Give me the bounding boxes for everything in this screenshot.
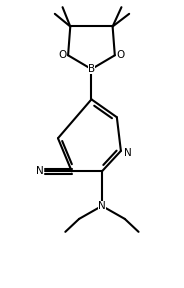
- Text: N: N: [98, 201, 106, 211]
- Text: O: O: [116, 50, 125, 60]
- Text: B: B: [88, 64, 95, 74]
- Text: O: O: [59, 50, 67, 60]
- Text: N: N: [124, 148, 132, 158]
- Text: N: N: [36, 166, 44, 176]
